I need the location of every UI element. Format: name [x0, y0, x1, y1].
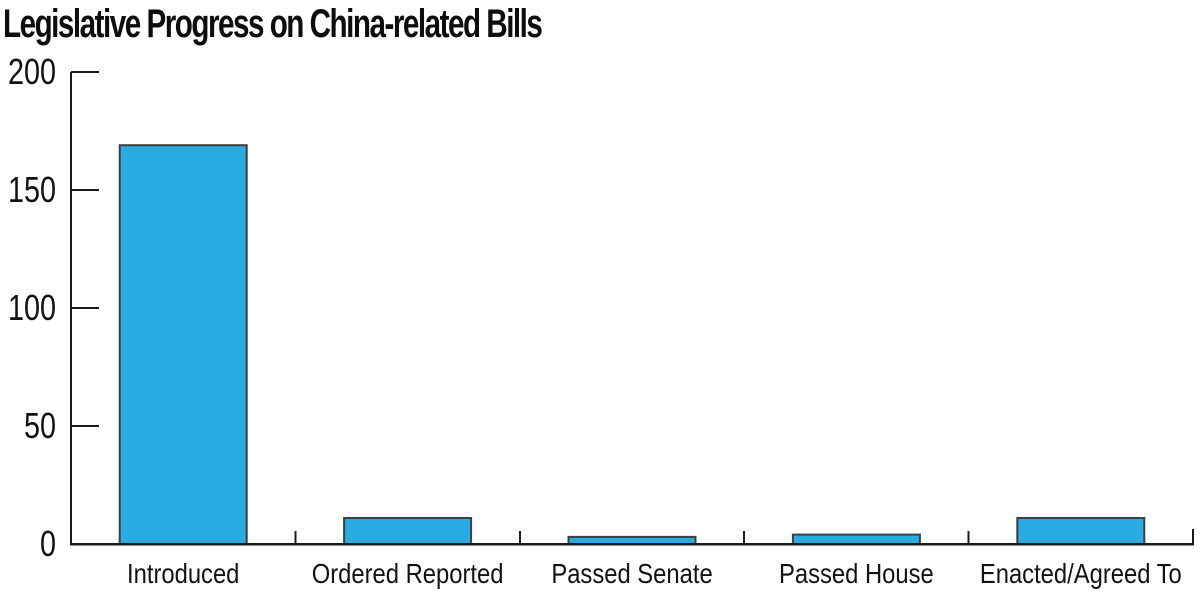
bar-ordered-reported — [343, 517, 473, 545]
y-tick-label-0: 0 — [40, 523, 56, 564]
y-tick-label-150: 150 — [8, 169, 56, 210]
chart-title: Legislative Progress on China-related Bi… — [3, 2, 543, 46]
x-category-label-ordered-reported: Ordered Reported — [312, 557, 504, 589]
x-category-label-introduced: Introduced — [127, 557, 239, 589]
x-category-label-enacted-agreed-to: Enacted/Agreed To — [980, 557, 1182, 589]
y-tick-label-100: 100 — [8, 287, 56, 328]
bar-passed-house — [791, 533, 921, 545]
y-tick-label-50: 50 — [24, 405, 56, 446]
x-category-label-passed-senate: Passed Senate — [551, 557, 712, 589]
bar-enacted-agreed-to — [1016, 517, 1146, 545]
bar-introduced — [118, 144, 248, 545]
y-tick-label-200: 200 — [8, 51, 56, 92]
x-category-label-passed-house: Passed House — [779, 557, 934, 589]
